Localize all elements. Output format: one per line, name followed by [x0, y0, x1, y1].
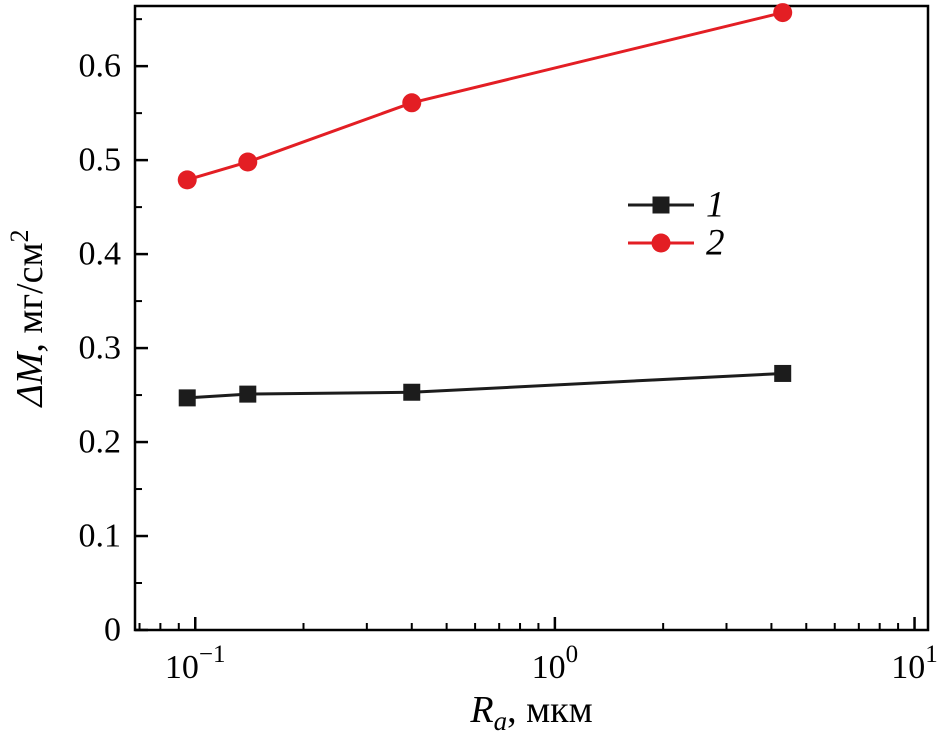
- y-tick-label: 0.4: [79, 236, 122, 273]
- x-axis-ticks: 10−1 100 101: [138, 617, 938, 686]
- series-2-line: [186, 11, 784, 182]
- x-tick-label: 101: [891, 641, 938, 686]
- series-1-line: [187, 371, 783, 400]
- series-1-markers: [178, 364, 792, 407]
- y-tick-label: 0: [104, 612, 121, 649]
- x-axis-label: Ra, мкм: [469, 689, 592, 736]
- legend-label-2: 2: [706, 223, 725, 264]
- legend-label-1: 1: [706, 185, 725, 226]
- series-2-markers: [177, 3, 793, 190]
- y-tick-label: 0.5: [79, 142, 122, 179]
- y-axis-ticks: 0 0.1 0.2 0.3 0.4 0.5 0.6: [79, 18, 148, 649]
- plot-frame: [133, 4, 930, 632]
- y-tick-label: 0.3: [79, 330, 122, 367]
- y-axis-label: ΔM, мг/см2: [5, 229, 51, 408]
- x-tick-label: 100: [532, 641, 579, 686]
- y-tick-label: 0.2: [79, 424, 122, 461]
- x-tick-label: 10−1: [165, 641, 226, 686]
- y-tick-label: 0.1: [79, 518, 122, 555]
- y-tick-label: 0.6: [79, 48, 122, 85]
- legend: 12: [628, 185, 725, 264]
